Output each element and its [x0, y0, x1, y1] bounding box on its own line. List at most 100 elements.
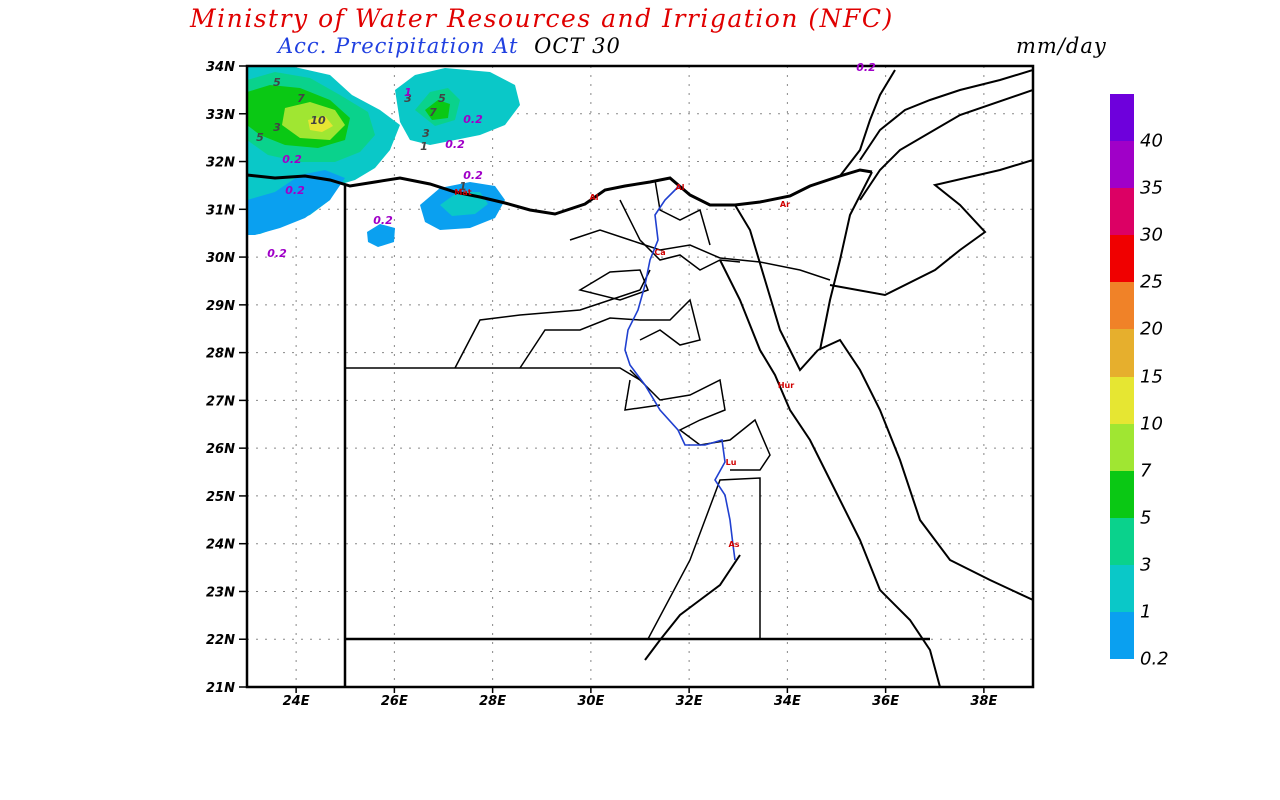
- city-marker: Ar: [780, 200, 790, 209]
- units-label: mm/day: [1016, 34, 1107, 58]
- governorate-line-10: [619, 199, 741, 271]
- lat-tick-label: 28N: [206, 347, 235, 362]
- city-marker: Mat: [454, 188, 471, 197]
- colorbar-label: 1: [1140, 601, 1152, 623]
- lat-tick-label: 29N: [206, 299, 235, 314]
- governorate-line-1: [345, 367, 641, 381]
- colorbar: [1110, 94, 1134, 659]
- contour-label: 0.2: [373, 214, 393, 227]
- contour-label: 0.2: [267, 247, 287, 260]
- contour-label: 1: [404, 86, 412, 99]
- plot-frame: [245, 64, 1035, 689]
- colorbar-swatch: [1110, 470, 1134, 518]
- contour-label: 3: [422, 127, 430, 140]
- lon-tick-label: 34E: [774, 694, 801, 709]
- colorbar-swatch: [1110, 188, 1134, 236]
- colorbar-swatch: [1110, 329, 1134, 377]
- lat-tick-label: 30N: [206, 251, 235, 266]
- saudi-border: [829, 159, 1033, 297]
- contour-label: 1: [459, 180, 467, 193]
- lat-tick-label: 33N: [206, 108, 235, 123]
- colorbar-label: 10: [1140, 413, 1163, 435]
- sinai-east-border: [819, 171, 873, 351]
- governorate-line-8: [639, 298, 701, 346]
- contour-label: 7: [429, 106, 437, 119]
- colorbar-swatch: [1110, 611, 1134, 659]
- lat-tick-label: 25N: [206, 490, 235, 505]
- colorbar-swatch: [1110, 376, 1134, 424]
- governorate-line-4: [519, 317, 641, 369]
- colorbar-swatch: [1110, 235, 1134, 283]
- governorate-line-5: [578, 269, 649, 301]
- colorbar-label: 15: [1140, 366, 1163, 387]
- gulf-of-aqaba-coast: [817, 338, 1033, 601]
- lon-tick-label: 26E: [381, 694, 408, 709]
- levant-coast: [839, 69, 896, 177]
- axis-ticks: 21N 22N 23N 24N 25N 26N 27N 28N 29N 30N 31N 32N 33N 3…: [206, 60, 997, 709]
- nile-river: [624, 184, 736, 561]
- city-marker: Hur: [778, 381, 794, 390]
- lat-tick-label: 31N: [206, 203, 235, 218]
- colorbar-label: 0.2: [1140, 648, 1169, 670]
- colorbar-label: 35: [1140, 177, 1163, 199]
- governorate-line-11: [654, 179, 711, 246]
- colorbar-swatch: [1110, 282, 1134, 330]
- lon-tick-label: 30E: [577, 694, 604, 709]
- colorbar-label: 3: [1140, 554, 1152, 576]
- colorbar-label: 25: [1140, 271, 1163, 293]
- precip-region-small: [367, 224, 395, 247]
- contour-label: 5: [438, 92, 446, 105]
- lake-nasser: [644, 554, 741, 661]
- lon-tick-label: 24E: [283, 694, 310, 709]
- colorbar-swatch: [1110, 94, 1134, 142]
- city-marker: Al: [590, 193, 599, 202]
- contour-label: 7: [297, 92, 305, 105]
- colorbar-swatch: [1110, 564, 1134, 612]
- contour-label: 0.2: [463, 113, 483, 126]
- precipitation-field: [247, 66, 520, 247]
- lat-tick-label: 21N: [206, 681, 235, 696]
- contour-label: 5: [256, 131, 264, 144]
- lat-tick-label: 23N: [206, 585, 235, 600]
- colorbar-label: 20: [1140, 318, 1163, 340]
- map-borders: [247, 69, 1033, 687]
- contour-label: 0.2: [282, 153, 302, 166]
- precip-region-west-core10: [308, 116, 333, 132]
- map-subtitle: Acc. Precipitation At OCT 30: [278, 34, 621, 58]
- lat-tick-label: 32N: [206, 156, 235, 171]
- map-title: Ministry of Water Resources and Irrigati…: [190, 4, 894, 33]
- lat-tick-label: 22N: [206, 633, 235, 648]
- contour-label: 0.2: [463, 169, 483, 182]
- gulf-of-suez-coast: [719, 259, 941, 687]
- precip-region-central-inner: [440, 192, 488, 216]
- subtitle-label: Acc. Precipitation At: [278, 34, 519, 58]
- governorate-line-2: [647, 477, 761, 640]
- city-labels: Mat Al Al Ar Ca Hur Lu As: [454, 183, 794, 549]
- contour-label: 0.2: [856, 61, 876, 74]
- sinai-west-coast: [734, 204, 819, 372]
- colorbar-label: 40: [1140, 130, 1163, 152]
- contour-label: 0.2: [285, 184, 305, 197]
- contour-label: 10: [310, 114, 326, 127]
- contour-label: 3: [273, 121, 281, 134]
- contour-label: 3: [404, 92, 412, 105]
- lat-tick-label: 26N: [206, 442, 235, 457]
- governorate-line-3: [454, 269, 651, 369]
- contour-label: 1: [420, 140, 428, 153]
- colorbar-label: 7: [1140, 460, 1152, 482]
- city-marker: Lu: [726, 458, 737, 467]
- governorate-line-12: [719, 257, 831, 281]
- governorate-line-7: [624, 379, 661, 411]
- lon-tick-label: 36E: [872, 694, 899, 709]
- governorate-line-6: [629, 369, 771, 471]
- lat-tick-label: 27N: [206, 394, 235, 409]
- precip-region-west-blue: [247, 170, 345, 235]
- contour-label: 0.2: [445, 138, 465, 151]
- city-marker: Ca: [654, 248, 665, 257]
- contour-label: 5: [273, 76, 281, 89]
- lon-tick-label: 38E: [970, 694, 997, 709]
- colorbar-swatch: [1110, 423, 1134, 471]
- colorbar-label: 5: [1140, 507, 1152, 529]
